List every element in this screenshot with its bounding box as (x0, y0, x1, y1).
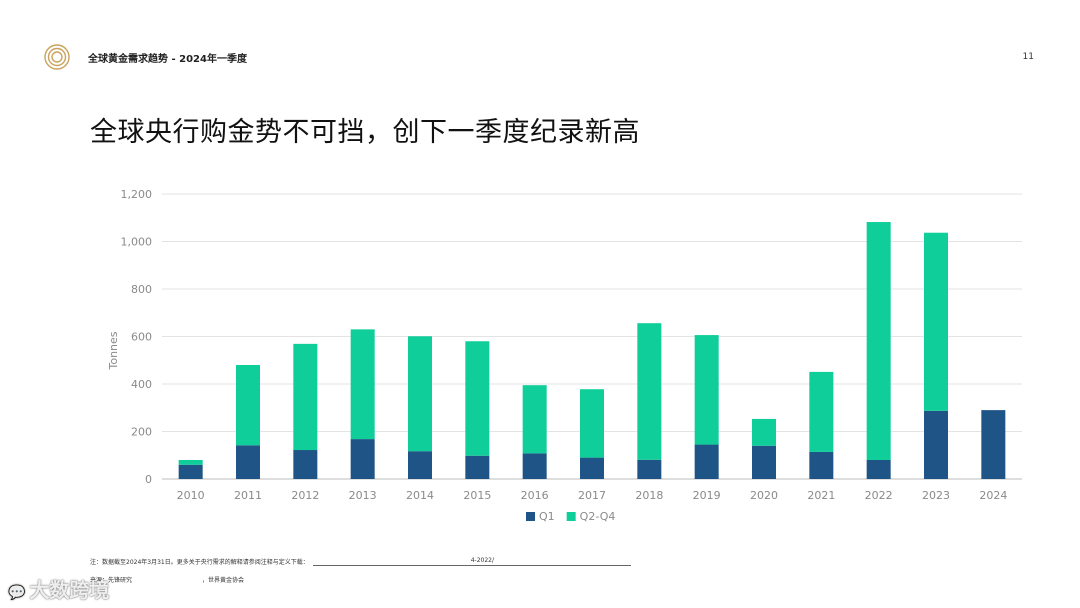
bar-q2-q4 (522, 385, 547, 454)
page-title: 全球央行购金势不可挡，创下一季度纪录新高 (90, 117, 640, 148)
bar-q2-q4 (694, 335, 719, 445)
x-tick-label: 2019 (693, 489, 721, 502)
y-tick-label: 600 (131, 331, 152, 344)
legend-swatch (566, 512, 576, 521)
bar-q2-q4 (924, 232, 948, 411)
x-tick-label: 2016 (521, 489, 549, 502)
bar-q2-q4 (408, 336, 432, 452)
source-note: 来源：先锋研究 ，世界黄金协会 (90, 575, 244, 584)
bar-q1 (178, 464, 203, 479)
bar-q1 (924, 410, 948, 479)
bar-q2-q4 (293, 343, 318, 451)
y-tick-label: 400 (131, 378, 152, 391)
x-tick-label: 2013 (349, 489, 377, 502)
bar-q1 (408, 451, 432, 479)
y-tick-label: 1,000 (121, 236, 153, 249)
bar-q2-q4 (350, 329, 375, 440)
x-tick-label: 2020 (750, 489, 778, 502)
bar-q1 (522, 453, 547, 479)
bar-q1 (981, 410, 1006, 479)
footnote: 注：数据截至2024年3月31日。更多关于央行需求的解释请参阅注释与定义下载： 4… (90, 557, 631, 566)
x-tick-label: 2014 (406, 489, 434, 502)
x-tick-label: 2024 (979, 489, 1007, 502)
bar-q1 (580, 457, 604, 479)
watermark-text: 大数跨境 (29, 578, 110, 602)
source-org: ，世界黄金协会 (202, 577, 245, 584)
bar-q2-q4 (637, 323, 662, 460)
x-tick-label: 2011 (234, 489, 262, 502)
chat-bubble-icon: 💬 (8, 585, 26, 601)
x-tick-label: 2022 (865, 489, 893, 502)
page-number: 11 (1022, 52, 1034, 62)
y-tick-label: 800 (131, 283, 152, 296)
bar-q2-q4 (580, 389, 604, 458)
bar-q1 (866, 460, 891, 479)
legend-swatch (526, 512, 535, 521)
bar-q2-q4 (866, 222, 891, 460)
bar-q2-q4 (809, 371, 834, 452)
bar-q1 (350, 439, 375, 479)
x-tick-label: 2023 (922, 489, 950, 502)
bar-q2-q4 (236, 365, 260, 446)
bar-q1 (637, 459, 662, 479)
x-tick-label: 2018 (635, 489, 663, 502)
y-tick-label: 1,200 (121, 188, 153, 201)
logo-icon (44, 44, 70, 70)
legend-label: Q1 (539, 510, 555, 523)
x-tick-label: 2021 (807, 489, 835, 502)
x-tick-label: 2017 (578, 489, 606, 502)
bar-q2-q4 (752, 418, 776, 446)
watermark: 💬 大数跨境 (8, 574, 109, 603)
x-tick-label: 2015 (463, 489, 491, 502)
bar-q1 (236, 445, 260, 479)
footnote-link-text: 4-2022/ (470, 557, 495, 564)
bar-q1 (809, 451, 834, 479)
x-tick-label: 2010 (177, 489, 205, 502)
source-label: 来源：先锋研究 (90, 577, 133, 584)
y-axis-label: Tonnes (107, 331, 120, 370)
y-tick-label: 200 (131, 426, 152, 439)
header-title: 全球黄金需求趋势 - 2024年一季度 (88, 54, 247, 65)
bar-q2-q4 (178, 460, 203, 465)
bar-q1 (752, 445, 776, 479)
footnote-link[interactable]: 4-2022/ (312, 557, 631, 566)
bar-q1 (293, 450, 318, 479)
legend-label: Q2-Q4 (580, 510, 616, 523)
footnote-text: 注：数据截至2024年3月31日。更多关于央行需求的解释请参阅注释与定义下载： (90, 559, 309, 566)
bar-q1 (465, 455, 490, 479)
bar-q1 (694, 444, 719, 479)
bar-q2-q4 (465, 341, 490, 456)
y-tick-label: 0 (145, 473, 152, 486)
x-tick-label: 2012 (291, 489, 319, 502)
